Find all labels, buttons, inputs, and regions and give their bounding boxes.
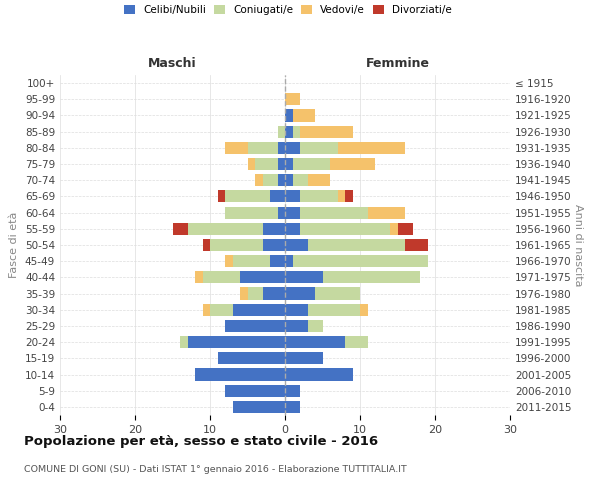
- Bar: [225, 142, 248, 154]
- Bar: [285, 239, 308, 251]
- Bar: [285, 255, 293, 268]
- Bar: [345, 190, 353, 202]
- Bar: [315, 288, 360, 300]
- Bar: [203, 272, 240, 283]
- Bar: [270, 190, 285, 202]
- Bar: [285, 110, 293, 122]
- Bar: [180, 336, 187, 348]
- Bar: [285, 272, 323, 283]
- Text: Popolazione per età, sesso e stato civile - 2016: Popolazione per età, sesso e stato civil…: [24, 435, 378, 448]
- Bar: [225, 255, 233, 268]
- Bar: [248, 288, 263, 300]
- Y-axis label: Anni di nascita: Anni di nascita: [573, 204, 583, 286]
- Bar: [255, 158, 277, 170]
- Bar: [285, 174, 293, 186]
- Bar: [323, 272, 420, 283]
- Bar: [255, 174, 263, 186]
- Bar: [337, 190, 345, 202]
- Bar: [293, 174, 308, 186]
- Bar: [225, 320, 285, 332]
- Bar: [233, 401, 285, 413]
- Bar: [300, 206, 367, 218]
- Bar: [293, 126, 300, 138]
- Bar: [308, 304, 360, 316]
- Bar: [225, 384, 285, 397]
- Bar: [308, 239, 405, 251]
- Bar: [285, 401, 300, 413]
- Bar: [240, 288, 248, 300]
- Bar: [300, 222, 390, 235]
- Bar: [263, 174, 277, 186]
- Bar: [218, 352, 285, 364]
- Bar: [367, 206, 405, 218]
- Bar: [285, 320, 308, 332]
- Bar: [233, 255, 270, 268]
- Bar: [263, 239, 285, 251]
- Text: Femmine: Femmine: [365, 57, 430, 70]
- Bar: [277, 158, 285, 170]
- Bar: [263, 288, 285, 300]
- Bar: [285, 304, 308, 316]
- Bar: [277, 142, 285, 154]
- Legend: Celibi/Nubili, Coniugati/e, Vedovi/e, Divorziati/e: Celibi/Nubili, Coniugati/e, Vedovi/e, Di…: [124, 5, 452, 15]
- Y-axis label: Fasce di età: Fasce di età: [10, 212, 19, 278]
- Bar: [390, 222, 398, 235]
- Bar: [285, 222, 300, 235]
- Bar: [195, 272, 203, 283]
- Bar: [277, 206, 285, 218]
- Bar: [285, 288, 315, 300]
- Bar: [285, 93, 300, 106]
- Bar: [248, 142, 277, 154]
- Bar: [225, 206, 277, 218]
- Bar: [210, 239, 263, 251]
- Bar: [405, 239, 427, 251]
- Bar: [285, 206, 300, 218]
- Bar: [330, 158, 375, 170]
- Bar: [263, 222, 285, 235]
- Bar: [187, 222, 263, 235]
- Bar: [195, 368, 285, 380]
- Bar: [285, 384, 300, 397]
- Bar: [337, 142, 405, 154]
- Text: COMUNE DI GONI (SU) - Dati ISTAT 1° gennaio 2016 - Elaborazione TUTTITALIA.IT: COMUNE DI GONI (SU) - Dati ISTAT 1° genn…: [24, 465, 407, 474]
- Text: Maschi: Maschi: [148, 57, 197, 70]
- Bar: [203, 239, 210, 251]
- Bar: [285, 142, 300, 154]
- Bar: [270, 255, 285, 268]
- Bar: [210, 304, 233, 316]
- Bar: [218, 190, 225, 202]
- Bar: [308, 174, 330, 186]
- Bar: [248, 158, 255, 170]
- Bar: [285, 336, 345, 348]
- Bar: [300, 142, 337, 154]
- Bar: [173, 222, 187, 235]
- Bar: [285, 158, 293, 170]
- Bar: [277, 126, 285, 138]
- Bar: [233, 304, 285, 316]
- Bar: [285, 190, 300, 202]
- Bar: [398, 222, 413, 235]
- Bar: [285, 352, 323, 364]
- Bar: [308, 320, 323, 332]
- Bar: [187, 336, 285, 348]
- Bar: [225, 190, 270, 202]
- Bar: [293, 158, 330, 170]
- Bar: [360, 304, 367, 316]
- Bar: [277, 174, 285, 186]
- Bar: [240, 272, 285, 283]
- Bar: [285, 368, 353, 380]
- Bar: [293, 255, 427, 268]
- Bar: [203, 304, 210, 316]
- Bar: [345, 336, 367, 348]
- Bar: [300, 126, 353, 138]
- Bar: [300, 190, 337, 202]
- Bar: [285, 126, 293, 138]
- Bar: [293, 110, 315, 122]
